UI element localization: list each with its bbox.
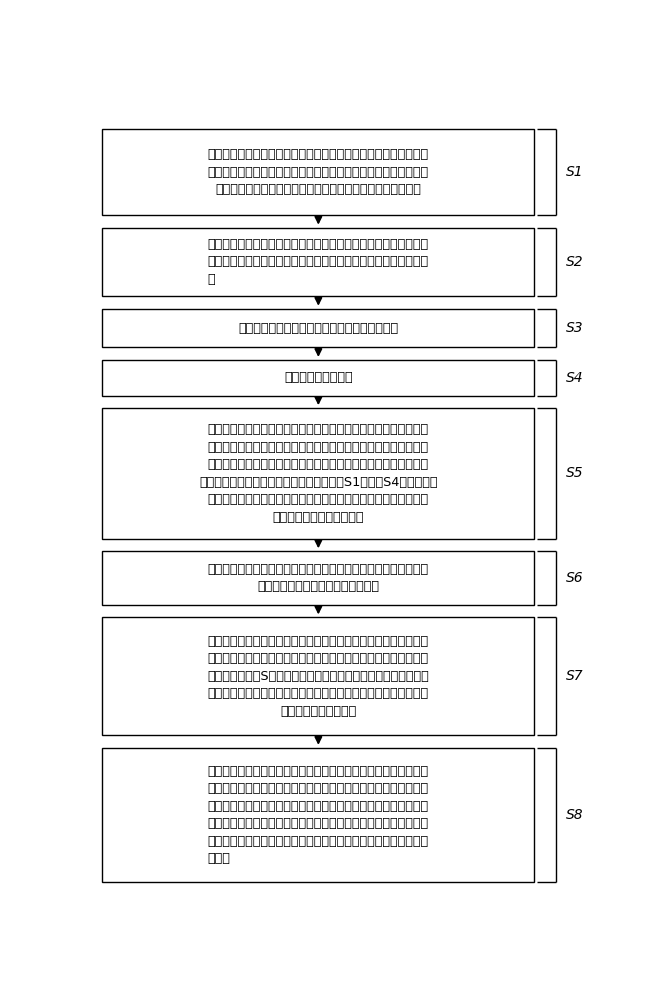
Text: 实际可达的关节空间末速度与关节空间末速度误差大于预设数值时
，修改关节空间的开始位置、中间位置以及终点位置，修改后的关
节空间的开始位置、中间位置以及终点位置作: 实际可达的关节空间末速度与关节空间末速度误差大于预设数值时 ，修改关节空间的开始… <box>199 423 437 524</box>
Text: S8: S8 <box>566 808 583 822</box>
Text: 若预设的百分比为零，分别对前后两段关节空间进行单独的轨迹规
划，不进行贝塞尔过渡；若预设的百分比不为零，则进行贝塞尔过
渡: 若预设的百分比为零，分别对前后两段关节空间进行单独的轨迹规 划，不进行贝塞尔过渡… <box>208 238 429 286</box>
Bar <box>102 129 534 215</box>
Text: S7: S7 <box>566 669 583 683</box>
Bar <box>102 408 534 539</box>
Text: 将贝塞尔过渡的入射速度作为前一条关节空间轨迹与贝塞尔过渡交
点处需要的速度，贝塞尔过渡的起始点作为前一条关节空间轨迹与
贝塞尔过渡交点位置，将贝塞尔过渡的出射速: 将贝塞尔过渡的入射速度作为前一条关节空间轨迹与贝塞尔过渡交 点处需要的速度，贝塞… <box>208 765 429 865</box>
Bar <box>102 360 534 396</box>
Text: 获取关节空间的开始位置、中间位置、结束位置以及各位置允许运
行的速度中的最大速度，最大速度乘以预设的百分比作为贝塞尔过
渡的入射速度，其中，贝塞尔过渡的入射速度: 获取关节空间的开始位置、中间位置、结束位置以及各位置允许运 行的速度中的最大速度… <box>208 148 429 196</box>
Bar <box>102 748 534 882</box>
Text: 获取贝塞尔过渡的起始点以及贝塞尔过渡的终点: 获取贝塞尔过渡的起始点以及贝塞尔过渡的终点 <box>239 322 398 335</box>
Text: S2: S2 <box>566 255 583 269</box>
Bar <box>102 228 534 296</box>
Bar <box>102 309 534 347</box>
Bar <box>102 617 534 735</box>
Text: S6: S6 <box>566 571 583 585</box>
Text: 获取贝塞尔过渡起始姿态和贝塞尔过渡结束姿态，并对贝塞尔过渡
起始姿态和贝塞尔过渡结束姿态进行修正；使用修正后的姿态，对
两姿态夹角进行S形速度规划，获取关于姿态: 获取贝塞尔过渡起始姿态和贝塞尔过渡结束姿态，并对贝塞尔过渡 起始姿态和贝塞尔过渡… <box>208 635 429 718</box>
Text: 利用关节空间的开始位置、中间位置以及终点位置通过贝塞尔过渡
原理获取关于位置的贝塞尔过渡时间: 利用关节空间的开始位置、中间位置以及终点位置通过贝塞尔过渡 原理获取关于位置的贝… <box>208 563 429 593</box>
Text: S4: S4 <box>566 371 583 385</box>
Text: S1: S1 <box>566 165 583 179</box>
Text: S5: S5 <box>566 466 583 480</box>
Text: S3: S3 <box>566 321 583 335</box>
Text: 获取关节空间末速度: 获取关节空间末速度 <box>284 371 353 384</box>
Bar <box>102 551 534 605</box>
